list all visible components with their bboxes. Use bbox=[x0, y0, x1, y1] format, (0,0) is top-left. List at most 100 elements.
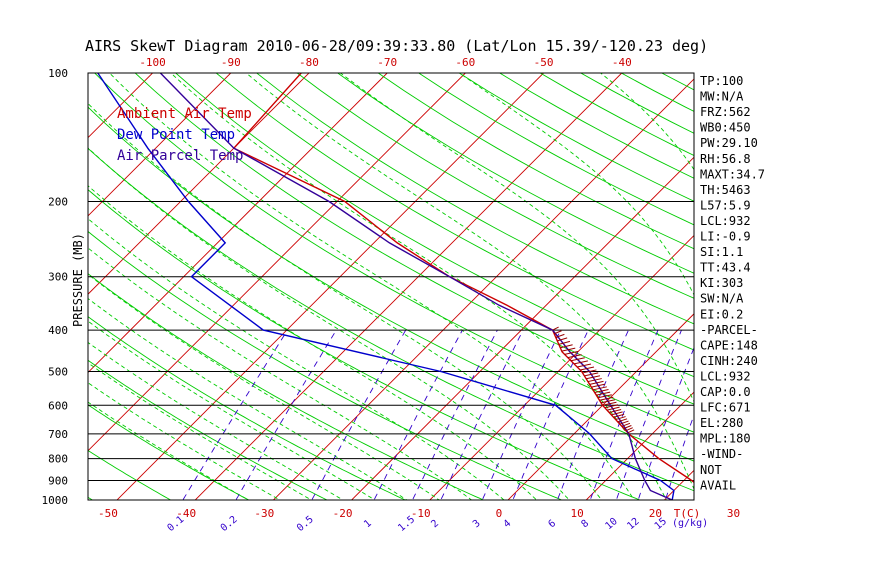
bottom-temp-tick-label: -50 bbox=[98, 507, 118, 520]
dry-adiabat-line bbox=[661, 73, 694, 91]
isotherm-line bbox=[272, 78, 694, 500]
mixing-ratio-tick-group: 0.5 bbox=[295, 514, 316, 534]
top-temp-tick-label: -70 bbox=[377, 56, 397, 69]
pressure-tick-label: 800 bbox=[48, 453, 68, 466]
right-panel-item: RH:56.8 bbox=[700, 152, 751, 166]
cape-hatch bbox=[604, 404, 619, 409]
moist-adiabat-line bbox=[88, 341, 344, 500]
mixing-ratio-line bbox=[751, 330, 804, 509]
moist-adiabat-line bbox=[88, 218, 505, 500]
moist-adiabat-line bbox=[245, 73, 694, 491]
bottom-temp-tick-label: -10 bbox=[411, 507, 431, 520]
cape-hatch bbox=[592, 386, 607, 391]
cape-hatch bbox=[597, 394, 612, 399]
dry-adiabat-line bbox=[88, 316, 407, 500]
cape-hatch bbox=[606, 406, 620, 411]
moist-adiabat-line bbox=[600, 73, 694, 171]
isotherm-line bbox=[88, 73, 232, 217]
bottom-temp-tick-label: 10 bbox=[571, 507, 584, 520]
bottom-temp-tick-label: 0 bbox=[496, 507, 503, 520]
right-panel-item: LCL:932 bbox=[700, 214, 751, 228]
pressure-tick-label: 400 bbox=[48, 324, 68, 337]
dry-adiabat-line bbox=[296, 73, 694, 299]
dry-adiabat-line bbox=[743, 73, 870, 509]
dry-adiabat-line bbox=[215, 73, 694, 351]
cape-hatch bbox=[557, 337, 568, 342]
mixing-ratio-line bbox=[615, 329, 682, 500]
dry-adiabat-line bbox=[0, 73, 28, 509]
dry-adiabat-line bbox=[864, 73, 870, 509]
right-panel-item: PW:29.10 bbox=[700, 136, 758, 150]
dry-adiabat-line bbox=[88, 359, 329, 500]
right-panel-item: SI:1.1 bbox=[700, 245, 743, 259]
top-temp-tick-label: -100 bbox=[139, 56, 166, 69]
cape-hatch bbox=[613, 413, 625, 418]
right-panel-item: SW:N/A bbox=[700, 292, 744, 306]
pressure-tick-label: 600 bbox=[48, 399, 68, 412]
cape-hatch bbox=[617, 418, 628, 423]
mixing-ratio-tick-group: 1 bbox=[362, 518, 374, 530]
right-panel-item: -WIND- bbox=[700, 447, 743, 461]
bottom-temp-unit: T(C) bbox=[674, 507, 701, 520]
legend-entry: Dew Point Temp bbox=[117, 127, 235, 143]
right-panel-item: LCL:932 bbox=[700, 369, 751, 383]
right-panel-item: CAPE:148 bbox=[700, 338, 758, 352]
dry-adiabat-line bbox=[88, 273, 485, 500]
mixing-ratio-tick-label: 3 bbox=[471, 518, 483, 530]
mixing-ratio-line bbox=[182, 329, 288, 500]
cape-hatch bbox=[560, 344, 573, 349]
bottom-temp-tick-label: -20 bbox=[333, 507, 353, 520]
mixing-ratio-tick-label: 12 bbox=[625, 516, 641, 532]
mixing-ratio-line bbox=[235, 329, 337, 500]
bottom-temp-tick-label: 20 bbox=[649, 507, 662, 520]
cape-hatch bbox=[587, 378, 602, 383]
isotherm-line bbox=[88, 73, 388, 374]
mixing-ratio-tick-label: 0.5 bbox=[295, 514, 316, 534]
right-panel-item: MAXT:34.7 bbox=[700, 167, 765, 181]
top-temp-tick-label: -90 bbox=[221, 56, 241, 69]
right-panel-item: CAP:0.0 bbox=[700, 385, 751, 399]
chart-title: AIRS SkewT Diagram 2010-06-28/09:39:33.8… bbox=[85, 37, 708, 55]
top-temp-tick-label: -80 bbox=[299, 56, 319, 69]
mixing-ratio-line bbox=[481, 329, 562, 500]
cape-hatch bbox=[558, 340, 571, 345]
mixing-ratio-tick-label: 8 bbox=[579, 518, 591, 530]
cape-hatch bbox=[602, 401, 617, 406]
isotherm-line bbox=[585, 391, 694, 500]
bottom-temp-tick-label: 30 bbox=[727, 507, 740, 520]
legend-entry: Ambient Air Temp bbox=[117, 106, 252, 122]
cape-hatch bbox=[586, 375, 601, 380]
pressure-tick-label: 1000 bbox=[42, 494, 69, 507]
dry-adiabat-line bbox=[88, 449, 172, 500]
dry-adiabat-line bbox=[88, 189, 642, 500]
moist-adiabat-line bbox=[88, 362, 313, 500]
isotherm-line bbox=[663, 469, 694, 500]
series-layer bbox=[97, 73, 694, 500]
mixing-ratio-line bbox=[373, 329, 463, 500]
right-panel-item: CINH:240 bbox=[700, 354, 758, 368]
moist-adiabat-line bbox=[88, 247, 473, 500]
moist-adiabat-line bbox=[88, 320, 376, 500]
mixing-ratio-tick-label: 2 bbox=[429, 518, 441, 530]
pressure-tick-label: 100 bbox=[48, 67, 68, 80]
cape-hatch bbox=[552, 326, 559, 331]
cape-hatch bbox=[570, 357, 585, 362]
isotherm-line bbox=[194, 73, 623, 500]
right-panel-item: LI:-0.9 bbox=[700, 230, 751, 244]
right-panel-item: FRZ:562 bbox=[700, 105, 751, 119]
isotherm-line bbox=[812, 73, 870, 509]
right-panel-item: MPL:180 bbox=[700, 432, 751, 446]
moist-adiabat-line bbox=[88, 273, 440, 500]
cape-hatch bbox=[584, 372, 599, 377]
mixing-ratio-tick-group: 12 bbox=[625, 516, 641, 532]
mixing-ratio-tick-label: 6 bbox=[546, 518, 558, 530]
mixing-ratio-tick-label: 4 bbox=[502, 518, 514, 530]
isotherm-line bbox=[507, 313, 694, 500]
isotherm-line bbox=[429, 234, 694, 500]
cape-hatch bbox=[609, 409, 622, 414]
series-line-0 bbox=[232, 73, 694, 484]
moist-adiabat-line bbox=[88, 102, 603, 500]
cape-hatch bbox=[600, 399, 616, 404]
